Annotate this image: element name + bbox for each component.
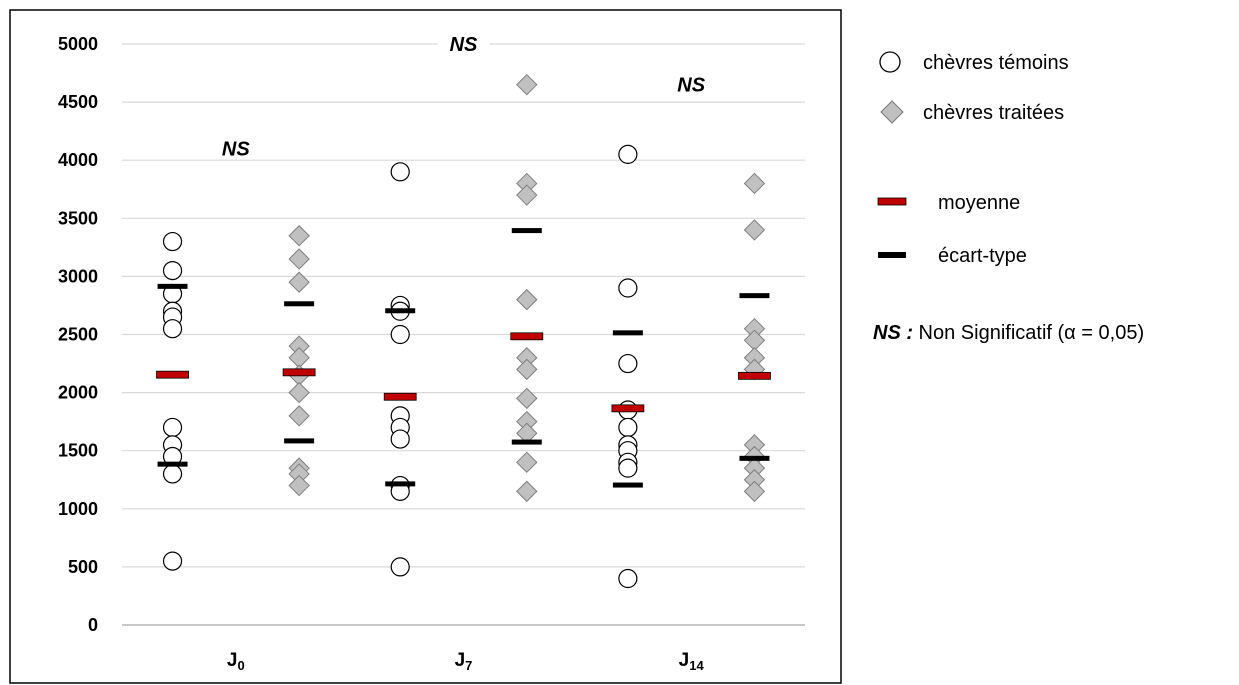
treated-point-2-0 (743, 172, 766, 195)
treated-point-0-7 (288, 405, 310, 427)
control-point-2-0 (618, 144, 638, 164)
treated-point-1-2 (516, 184, 538, 206)
mean-bar-1-0 (383, 392, 417, 401)
legend-label-sd: écart-type (938, 245, 1027, 267)
mean-bar-0-1 (282, 368, 316, 377)
treated-point-0-0 (288, 225, 310, 247)
y-tick-label-3000: 3000 (58, 266, 98, 286)
y-tick-label-4000: 4000 (58, 150, 98, 170)
y-tick-label-4500: 4500 (58, 92, 98, 112)
sd-bar-1-0-0 (385, 481, 416, 487)
ns-annotation-1: NS (450, 34, 478, 56)
legend-note-text: Non Significatif (α = 0,05) (913, 322, 1144, 344)
x-category-label-0: J0 (227, 650, 245, 673)
mean-sd-bars (156, 228, 771, 488)
ns-annotation-2: NS (677, 75, 705, 97)
control-point-0-5 (162, 319, 183, 339)
mean-bar-2-0 (611, 404, 645, 413)
control-point-0-1 (162, 260, 183, 281)
sd-bar-0-0-0 (157, 461, 188, 467)
y-axis-ticks: 0 500 1000 1500 2000 2500 3000 3500 4000 4500 5000 (58, 34, 98, 635)
legend-mean-symbol (877, 197, 907, 206)
treated-point-2-1 (743, 219, 766, 241)
control-point-2-1 (618, 278, 638, 298)
control-point-0-10 (162, 551, 183, 571)
sd-bar-2-1-0 (739, 455, 770, 461)
control-point-0-6 (162, 417, 183, 438)
control-point-2-9 (618, 568, 638, 589)
gridlines (122, 43, 805, 626)
legend-sd-symbol (878, 252, 906, 258)
y-tick-label-2500: 2500 (58, 325, 98, 345)
control-point-2-4 (618, 417, 638, 438)
treated-point-1-6 (516, 387, 538, 410)
x-category-label-2: J14 (679, 650, 705, 673)
sd-bar-0-0-1 (157, 283, 188, 289)
control-point-1-0 (390, 162, 410, 182)
legend-circle-symbol (879, 51, 901, 73)
treated-point-0-10 (288, 474, 310, 497)
sd-bar-1-1-1 (511, 228, 542, 234)
y-tick-label-500: 500 (68, 557, 98, 577)
treated-point-1-5 (516, 358, 538, 381)
mean-bar-0-0 (156, 370, 189, 379)
treated-point-0-1 (288, 248, 310, 270)
treated-point-0-6 (288, 381, 310, 404)
treated-point-2-10 (743, 480, 766, 503)
control-point-2-2 (618, 353, 638, 374)
x-category-label-1: J7 (455, 650, 473, 673)
sd-bar-1-0-1 (385, 308, 416, 314)
y-tick-label-5000: 5000 (58, 34, 98, 54)
y-tick-label-0: 0 (88, 615, 98, 635)
control-point-0-0 (162, 231, 183, 252)
mean-bar-2-1 (738, 371, 771, 380)
control-point-1-9 (390, 557, 410, 577)
legend-label-controls: chèvres témoins (923, 52, 1069, 74)
annotations: NS NS NS (222, 34, 706, 161)
legend: chèvres témoins chèvres traitées moyenne… (873, 51, 1144, 344)
mean-bar-1-1 (510, 332, 544, 341)
treated-point-0-2 (288, 271, 310, 293)
legend-label-treated: chèvres traitées (923, 102, 1064, 124)
sd-bar-0-1-1 (284, 301, 315, 307)
sd-bar-2-1-1 (739, 293, 770, 299)
x-axis-categories: J0 J7 J14 (227, 650, 705, 673)
control-point-0-9 (162, 464, 183, 484)
ns-annotation-0: NS (222, 139, 250, 161)
y-tick-label-1500: 1500 (58, 441, 98, 461)
legend-label-mean: moyenne (938, 192, 1020, 214)
treated-point-1-9 (516, 451, 538, 474)
control-point-1-3 (390, 324, 410, 345)
legend-note-prefix: NS : (873, 322, 913, 344)
treated-point-1-10 (516, 480, 538, 503)
sd-bar-2-0-1 (612, 330, 643, 336)
treated-point-1-0 (516, 73, 538, 96)
sd-bar-2-0-0 (612, 482, 643, 488)
control-point-2-8 (618, 458, 638, 478)
control-point-1-6 (390, 429, 410, 449)
y-tick-label-3500: 3500 (58, 208, 98, 228)
sd-bar-0-1-0 (284, 438, 315, 444)
sd-bar-1-1-0 (511, 439, 542, 445)
legend-note: NS : Non Significatif (α = 0,05) (873, 322, 1144, 344)
y-tick-label-1000: 1000 (58, 499, 98, 519)
chart-frame (9, 9, 842, 684)
y-tick-label-2000: 2000 (58, 383, 98, 403)
legend-diamond-symbol (880, 100, 904, 124)
treated-point-1-3 (516, 288, 538, 311)
